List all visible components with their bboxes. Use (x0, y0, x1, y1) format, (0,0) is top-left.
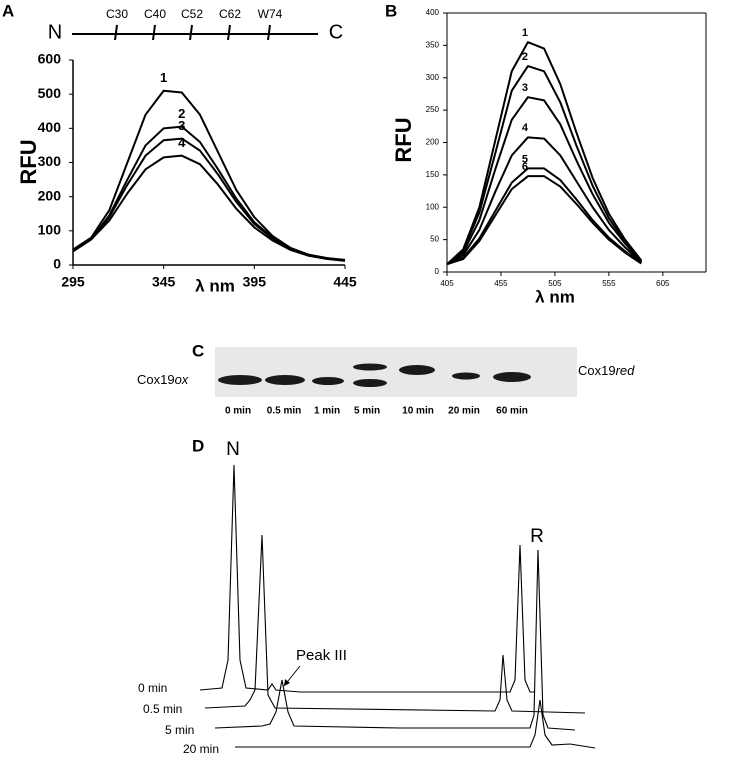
series-label: 5 (522, 153, 528, 165)
x-tick-label: 405 (440, 279, 454, 288)
series-label: 4 (522, 122, 529, 134)
y-tick-label: 0 (53, 256, 61, 272)
n-terminus: N (48, 21, 62, 43)
series-line (446, 96, 642, 266)
gel-bands (218, 363, 531, 387)
x-axis-label: λ nm (195, 276, 235, 295)
site-tick (114, 24, 118, 41)
series-line (446, 41, 643, 265)
y-tick-label: 250 (426, 105, 440, 114)
y-axis-label: RFU (391, 117, 416, 162)
trace (204, 534, 586, 714)
series-label: 1 (522, 27, 528, 39)
lane-label: 5 min (354, 406, 380, 417)
x-tick-label: 505 (548, 279, 562, 288)
y-tick-label: 50 (430, 235, 439, 244)
site-label: C30 (106, 7, 128, 21)
trace (235, 699, 596, 749)
c-terminus: C (329, 21, 343, 43)
series-label: 4 (178, 135, 186, 150)
x-axis-label: λ nm (535, 287, 575, 306)
y-tick-label: 100 (38, 222, 62, 238)
lane-label: 0 min (225, 406, 251, 417)
y-tick-label: 150 (426, 170, 440, 179)
trace-label: 0 min (138, 681, 167, 695)
y-tick-label: 0 (435, 267, 440, 276)
site-label: W74 (258, 7, 283, 21)
x-tick-label: 605 (656, 279, 670, 288)
series-line (446, 167, 642, 266)
lane-label: 1 min (314, 406, 340, 417)
arrowhead (284, 679, 290, 686)
site-tick (152, 24, 156, 41)
y-tick-label: 200 (426, 138, 440, 147)
y-tick-label: 400 (426, 8, 440, 17)
series-line (446, 175, 642, 266)
series-line (72, 125, 346, 262)
series-line (72, 154, 346, 262)
gel (215, 347, 577, 397)
trace-label: 0.5 min (143, 702, 182, 716)
gel-left-label: Cox19ox (137, 372, 189, 387)
y-tick-label: 400 (38, 119, 62, 135)
y-tick-label: 500 (38, 85, 62, 101)
series-label: 6 (522, 161, 528, 173)
series-line (446, 65, 643, 265)
lane-label: 0.5 min (267, 406, 301, 417)
y-axis-label: RFU (16, 139, 41, 184)
y-tick-label: 600 (38, 51, 62, 67)
peak-label: Peak III (296, 647, 347, 664)
site-tick (189, 24, 193, 41)
gel-right-label: Cox19red (578, 363, 635, 378)
x-tick-label: 455 (494, 279, 508, 288)
peak-label: N (226, 439, 240, 460)
y-tick-label: 300 (426, 73, 440, 82)
trace (214, 549, 576, 731)
series-label: 3 (522, 82, 528, 94)
x-tick-label: 345 (152, 274, 176, 290)
lane-label: 10 min (402, 406, 434, 417)
y-tick-label: 100 (426, 202, 440, 211)
site-tick (227, 24, 231, 41)
site-label: C40 (144, 7, 166, 21)
series-label: 2 (178, 106, 185, 121)
panel-letter: B (385, 1, 397, 20)
trace (199, 464, 535, 693)
y-tick-label: 300 (38, 153, 62, 169)
series-label: 1 (160, 70, 167, 85)
trace-label: 5 min (165, 723, 194, 737)
series-label: 3 (178, 118, 185, 133)
y-tick-label: 200 (38, 187, 62, 203)
x-tick-label: 295 (61, 274, 85, 290)
x-tick-label: 395 (243, 274, 267, 290)
lane-label: 20 min (448, 406, 480, 417)
x-tick-label: 555 (602, 279, 616, 288)
site-label: C62 (219, 7, 241, 21)
series-line (446, 136, 642, 266)
peak-label: R (530, 526, 544, 547)
panel-letter: C (192, 341, 204, 360)
lane-label: 60 min (496, 406, 528, 417)
panel-letter: D (192, 436, 204, 455)
trace-label: 20 min (183, 742, 219, 756)
y-tick-label: 350 (426, 40, 440, 49)
panel-letter: A (2, 1, 14, 20)
series-label: 2 (522, 51, 528, 63)
x-tick-label: 445 (333, 274, 357, 290)
site-label: C52 (181, 7, 203, 21)
site-tick (267, 24, 271, 41)
